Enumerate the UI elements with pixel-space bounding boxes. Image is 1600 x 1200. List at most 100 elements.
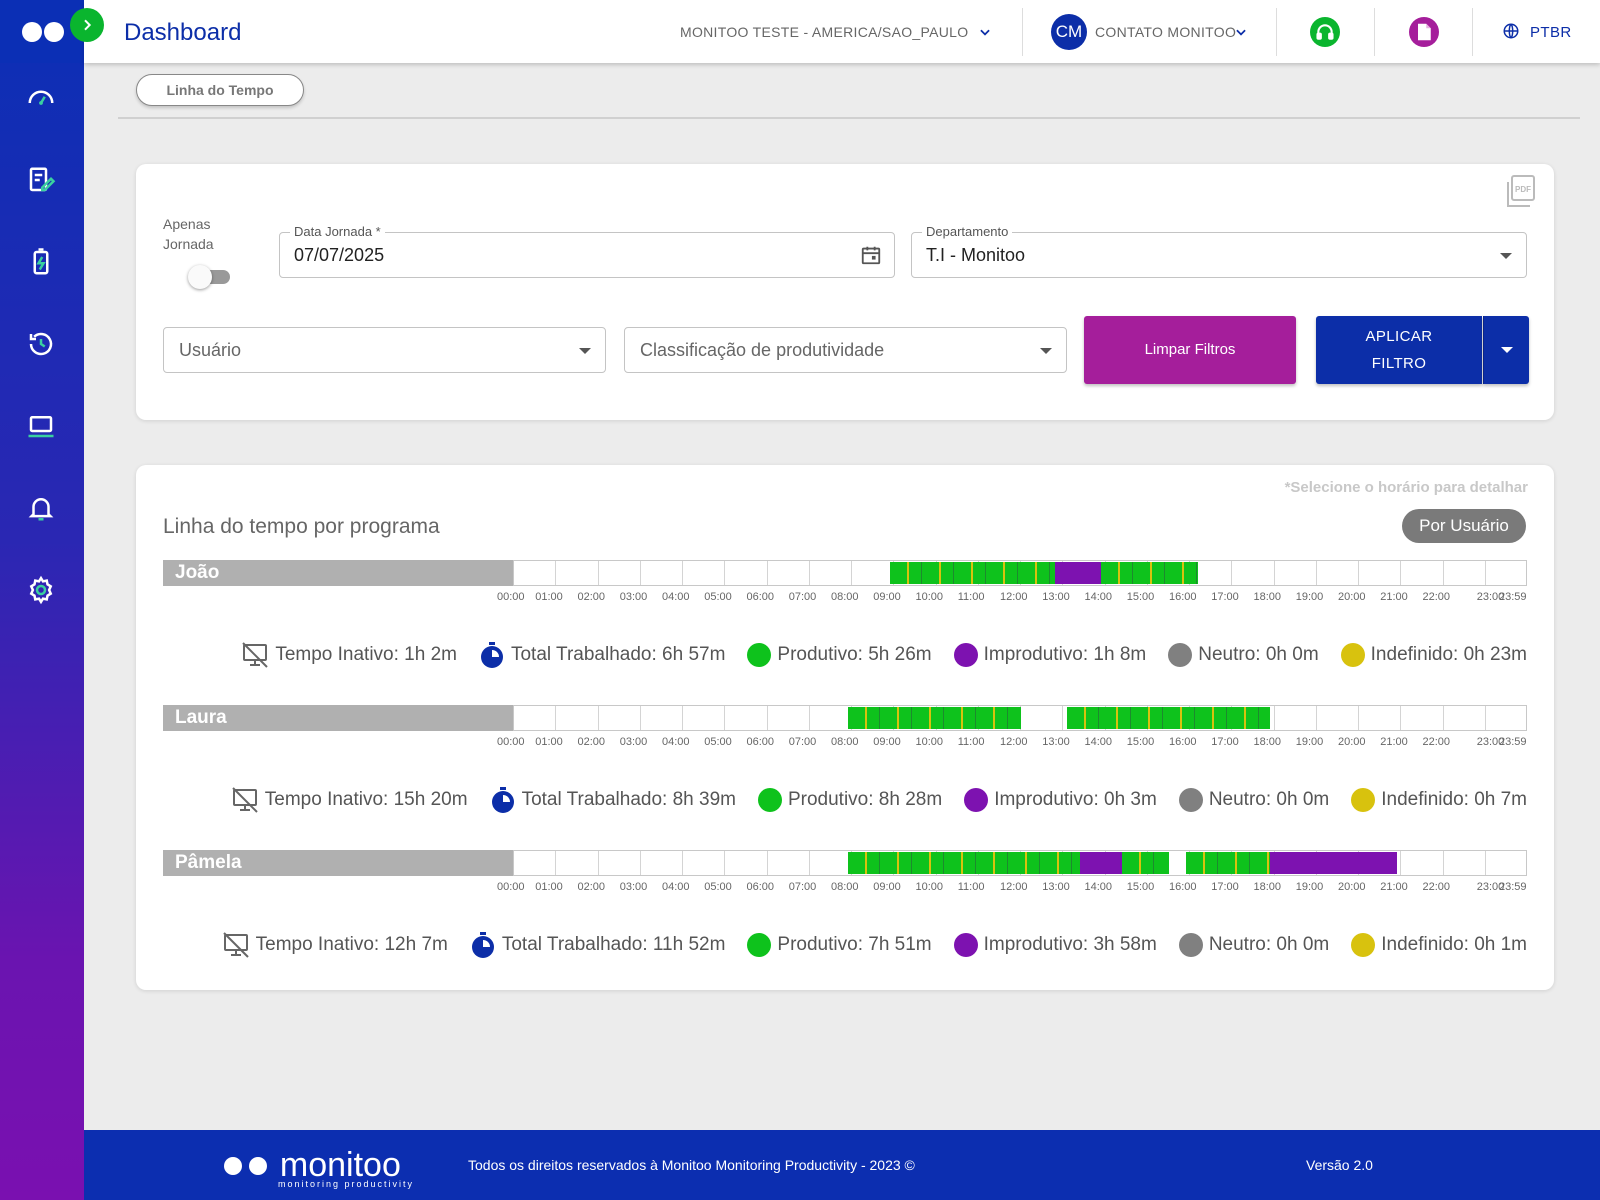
date-field[interactable]: Data Jornada * 07/07/2025 <box>279 224 895 278</box>
timeline-hour-cell[interactable] <box>599 561 641 585</box>
language-selector[interactable]: PTBR <box>1530 24 1572 41</box>
timeline-hour-cell[interactable] <box>768 561 810 585</box>
timeline-segment-productive[interactable] <box>1067 707 1271 729</box>
timeline-hour-cell[interactable] <box>514 851 557 875</box>
timeline-hour-cell[interactable] <box>1486 851 1526 875</box>
chevron-down-icon[interactable] <box>1040 348 1052 354</box>
user-menu[interactable]: CONTATO MONITOO <box>1095 24 1237 40</box>
only-journey-toggle-knob[interactable] <box>188 265 212 289</box>
timeline-segment-productive[interactable] <box>1122 852 1169 874</box>
timeline-hour-cell[interactable] <box>556 561 599 585</box>
timeline-hour-label: 02:00 <box>577 881 606 893</box>
timeline-hour-cell[interactable] <box>683 851 726 875</box>
sidebar-item-settings[interactable] <box>17 566 65 614</box>
sidebar-item-reports[interactable] <box>17 156 65 204</box>
timeline-segment-unproductive[interactable] <box>1054 562 1102 584</box>
timeline-segment-productive[interactable] <box>1185 852 1271 874</box>
logo-dot-icon <box>249 1156 268 1175</box>
timeline-hour-cell[interactable] <box>1021 706 1064 730</box>
timeline-hour-cell[interactable] <box>1444 851 1486 875</box>
timeline-hour-cell[interactable] <box>725 851 768 875</box>
timeline-hour-label: 12:00 <box>1000 736 1028 748</box>
unproductive-dot-icon <box>953 933 978 957</box>
avatar[interactable]: CM <box>1051 14 1087 50</box>
timeline-hour-cell[interactable] <box>1444 561 1486 585</box>
department-select-value[interactable]: T.I - Monitoo <box>926 245 1026 265</box>
chevron-down-icon[interactable] <box>978 25 992 39</box>
chevron-down-icon[interactable] <box>579 348 591 354</box>
timeline-hour-cell[interactable] <box>725 561 768 585</box>
timeline-hour-cell[interactable] <box>810 851 852 875</box>
timeline-hour-cell[interactable] <box>641 851 683 875</box>
timeline-hour-cell[interactable] <box>1190 561 1233 585</box>
timeline-hour-cell[interactable] <box>1275 706 1317 730</box>
breadcrumb-tab[interactable]: Linha do Tempo <box>136 74 304 106</box>
calendar-icon[interactable] <box>860 244 882 266</box>
timeline-hour-cell[interactable] <box>1401 561 1444 585</box>
timeline-segment-productive[interactable] <box>847 852 1081 874</box>
timeline-hour-cell[interactable] <box>725 706 768 730</box>
support-button[interactable] <box>1310 17 1340 47</box>
timeline-hour-cell[interactable] <box>810 561 852 585</box>
timeline-hour-cell[interactable] <box>1444 706 1486 730</box>
timeline-segment-productive[interactable] <box>1101 562 1199 584</box>
timeline-hour-cell[interactable] <box>1486 706 1526 730</box>
pdf-export-icon[interactable]: PDF <box>1504 174 1536 208</box>
sidebar-expand-button[interactable] <box>70 8 104 42</box>
documents-button[interactable] <box>1409 17 1439 47</box>
sidebar-item-alerts[interactable] <box>17 484 65 532</box>
monitor-off-icon <box>222 932 249 958</box>
timeline-hour-cell[interactable] <box>1359 851 1402 875</box>
timeline-hour-cell[interactable] <box>683 561 726 585</box>
department-select[interactable]: Departamento T.I - Monitoo <box>911 224 1527 278</box>
timeline-hour-cell[interactable] <box>1232 706 1275 730</box>
timeline-hour-cell[interactable] <box>768 706 810 730</box>
timeline-hour-cell[interactable] <box>514 706 557 730</box>
svg-text:PDF: PDF <box>1515 185 1531 194</box>
timeline-hour-cell[interactable] <box>599 706 641 730</box>
timeline-hour-cell[interactable] <box>1359 561 1402 585</box>
timeline-hour-cell[interactable] <box>852 561 895 585</box>
timeline-hour-cell[interactable] <box>556 706 599 730</box>
timeline-track[interactable] <box>513 705 1527 731</box>
timeline-hour-cell[interactable] <box>641 561 683 585</box>
company-timezone-select[interactable]: MONITOO TESTE - AMERICA/SAO_PAULO <box>680 24 969 40</box>
timeline-track[interactable] <box>513 560 1527 586</box>
chevron-down-icon[interactable] <box>1500 253 1512 259</box>
timeline-hour-cell[interactable] <box>768 851 810 875</box>
view-by-user-button[interactable]: Por Usuário <box>1402 509 1526 543</box>
timeline-segment-unproductive[interactable] <box>1270 852 1398 874</box>
timeline-hour-cell[interactable] <box>810 706 852 730</box>
timeline-track[interactable] <box>513 850 1527 876</box>
neutral-time-stat: Neutro: 0h 0m <box>1178 788 1329 812</box>
globe-icon[interactable] <box>1502 22 1520 40</box>
timeline-hour-cell[interactable] <box>1317 561 1359 585</box>
timeline-hour-cell[interactable] <box>514 561 557 585</box>
timeline-segment-productive[interactable] <box>847 707 1021 729</box>
timeline-segment-productive[interactable] <box>890 562 1055 584</box>
productivity-classification-select[interactable]: Classificação de produtividade <box>624 327 1067 373</box>
apply-filter-button[interactable]: APLICAR FILTRO <box>1316 316 1482 384</box>
timeline-hour-cell[interactable] <box>1275 561 1317 585</box>
sidebar-item-devices[interactable] <box>17 402 65 450</box>
timeline-segment-unproductive[interactable] <box>1080 852 1123 874</box>
timeline-hour-cell[interactable] <box>556 851 599 875</box>
user-select[interactable]: Usuário <box>163 327 606 373</box>
timeline-hour-cell[interactable] <box>1359 706 1402 730</box>
clear-filters-button[interactable]: Limpar Filtros <box>1084 316 1296 384</box>
timeline-hour-cell[interactable] <box>1401 706 1444 730</box>
timeline-hour-cell[interactable] <box>1317 706 1359 730</box>
timeline-hour-cell[interactable] <box>641 706 683 730</box>
timeline-hour-cell[interactable] <box>1401 851 1444 875</box>
sidebar-item-dashboard[interactable] <box>17 74 65 122</box>
timeline-hour-cell[interactable] <box>683 706 726 730</box>
timeline-hour-cell[interactable] <box>1486 561 1526 585</box>
apply-filter-menu-button[interactable] <box>1483 316 1529 384</box>
chevron-down-icon[interactable] <box>1234 25 1248 39</box>
date-field-value[interactable]: 07/07/2025 <box>294 245 385 265</box>
sidebar-item-history[interactable] <box>17 320 65 368</box>
timeline-hour-cell[interactable] <box>1232 561 1275 585</box>
timeline-hour-label: 06:00 <box>746 591 775 603</box>
timeline-hour-cell[interactable] <box>599 851 641 875</box>
sidebar-item-energy[interactable] <box>17 238 65 286</box>
